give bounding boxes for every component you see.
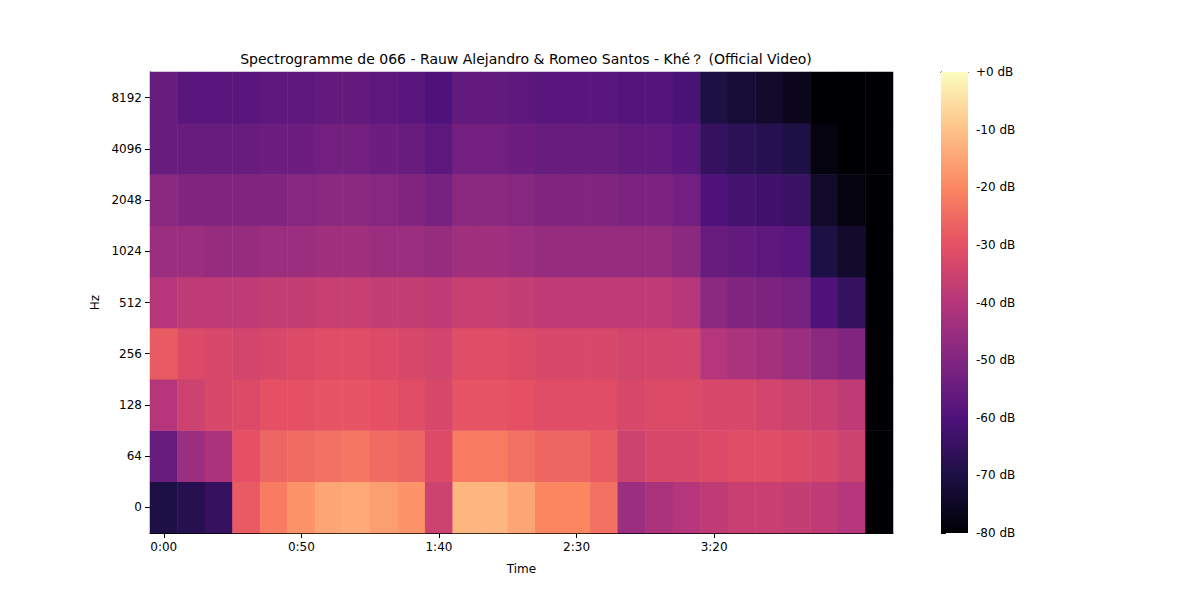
svg-text:Time: Time <box>506 562 536 576</box>
svg-text:-10 dB: -10 dB <box>976 123 1015 137</box>
svg-text:0: 0 <box>134 500 142 514</box>
svg-text:128: 128 <box>119 398 142 412</box>
svg-text:64: 64 <box>127 449 142 463</box>
svg-text:1024: 1024 <box>111 244 142 258</box>
svg-text:4096: 4096 <box>111 142 142 156</box>
svg-text:-70 dB: -70 dB <box>976 468 1015 482</box>
svg-text:8192: 8192 <box>111 91 142 105</box>
svg-text:-50 dB: -50 dB <box>976 353 1015 367</box>
svg-text:2048: 2048 <box>111 193 142 207</box>
svg-text:0:50: 0:50 <box>288 540 315 554</box>
svg-text:2:30: 2:30 <box>563 540 590 554</box>
svg-text:Spectrogramme de 066 - Rauw Al: Spectrogramme de 066 - Rauw Alejandro & … <box>240 51 812 67</box>
svg-text:-60 dB: -60 dB <box>976 411 1015 425</box>
svg-text:Hz: Hz <box>88 295 102 310</box>
svg-text:512: 512 <box>119 296 142 310</box>
svg-text:0:00: 0:00 <box>150 540 177 554</box>
svg-text:-80 dB: -80 dB <box>976 526 1015 540</box>
svg-text:-20 dB: -20 dB <box>976 180 1015 194</box>
svg-text:1:40: 1:40 <box>425 540 452 554</box>
svg-text:-30 dB: -30 dB <box>976 238 1015 252</box>
svg-text:3:20: 3:20 <box>701 540 728 554</box>
svg-text:256: 256 <box>119 347 142 361</box>
svg-text:-40 dB: -40 dB <box>976 296 1015 310</box>
svg-text:+0 dB: +0 dB <box>976 65 1013 79</box>
